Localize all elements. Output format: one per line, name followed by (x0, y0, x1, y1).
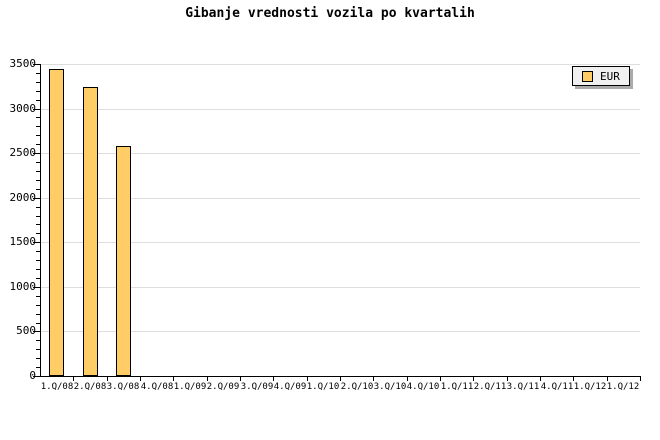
x-tick (140, 377, 141, 381)
x-tick (240, 377, 241, 381)
x-tick (207, 377, 208, 381)
x-tick-label: 3.Q/10 (373, 382, 407, 392)
x-tick-label: 1.Q/10 (306, 382, 340, 392)
y-tick-label: 500 (16, 324, 36, 338)
x-tick (440, 377, 441, 381)
x-tick-label: 3.Q/08 (106, 382, 140, 392)
y-tick-label: 2000 (9, 190, 37, 204)
x-tick (273, 377, 274, 381)
y-tick-minor (36, 162, 40, 164)
x-tick-label: 1.Q/11 (440, 382, 474, 392)
y-tick-minor (36, 269, 40, 271)
x-tick-label: 4.Q/09 (273, 382, 307, 392)
y-tick-minor (36, 188, 40, 190)
x-tick-label: 1.Q/09 (173, 382, 207, 392)
x-tick (507, 377, 508, 381)
y-tick-minor (36, 349, 40, 351)
x-tick-label: 3.Q/09 (240, 382, 274, 392)
y-tick-minor (36, 179, 40, 181)
x-tick (340, 377, 341, 381)
x-tick (373, 377, 374, 381)
x-tick-label: 4.Q/08 (140, 382, 174, 392)
y-tick-minor (36, 99, 40, 101)
y-tick-minor (36, 126, 40, 128)
y-tick-minor (36, 135, 40, 137)
y-tick-minor (36, 295, 40, 297)
x-tick (573, 377, 574, 381)
y-tick-minor (36, 358, 40, 360)
y-tick (33, 376, 40, 377)
x-tick (540, 377, 541, 381)
y-tick-minor (36, 90, 40, 92)
gridline (41, 64, 640, 65)
y-tick (33, 153, 40, 155)
y-tick-minor (36, 224, 40, 226)
gridline (41, 197, 640, 199)
x-tick-label: 4.Q/11 (540, 382, 574, 392)
y-tick-minor (36, 117, 40, 119)
y-tick-minor (36, 367, 40, 369)
y-tick (33, 286, 40, 288)
bar (83, 86, 98, 376)
y-tick-minor (36, 251, 40, 253)
y-tick-minor (36, 81, 40, 83)
x-tick (640, 377, 641, 381)
x-tick (173, 377, 174, 381)
x-tick (407, 377, 408, 381)
x-tick-label: 2.Q/08 (73, 382, 107, 392)
x-tick-label: 2.Q/11 (473, 382, 507, 392)
x-tick (473, 377, 474, 381)
bar (116, 146, 131, 376)
x-axis-line (40, 376, 641, 377)
gridline (41, 108, 640, 110)
gridline (41, 331, 640, 333)
y-tick-minor (36, 340, 40, 342)
y-tick (33, 108, 40, 110)
x-tick-label: 1.Q/12 (606, 382, 640, 392)
y-tick-minor (36, 304, 40, 306)
y-tick-label: 0 (29, 369, 36, 382)
chart-title: Gibanje vrednosti vozila po kvartalih (185, 6, 475, 21)
y-tick-label: 3000 (9, 101, 37, 115)
x-tick-label: 2.Q/10 (340, 382, 374, 392)
y-tick-minor (36, 322, 40, 324)
legend-swatch-icon (582, 70, 593, 82)
y-tick (33, 64, 40, 65)
x-tick-label: 1.Q/08 (40, 382, 74, 392)
y-tick-minor (36, 72, 40, 74)
x-tick-label: 1.Q/12 (573, 382, 607, 392)
y-tick-minor (36, 277, 40, 279)
y-tick-label: 2500 (9, 146, 37, 160)
y-tick-label: 1000 (9, 279, 37, 293)
gridline (41, 242, 640, 244)
legend-label: EUR (600, 69, 620, 83)
y-tick-label: 3500 (9, 57, 37, 70)
x-tick (107, 377, 108, 381)
y-tick (33, 242, 40, 244)
x-tick-label: 3.Q/11 (506, 382, 540, 392)
x-tick-label: 2.Q/09 (206, 382, 240, 392)
x-tick (73, 377, 74, 381)
y-tick-minor (36, 215, 40, 217)
legend: EUR (572, 66, 630, 86)
gridline (41, 153, 640, 155)
y-tick (33, 197, 40, 199)
x-tick (607, 377, 608, 381)
y-tick-minor (36, 313, 40, 315)
x-tick (307, 377, 308, 381)
y-tick-minor (36, 206, 40, 208)
x-tick-label: 4.Q/10 (406, 382, 440, 392)
y-tick (33, 331, 40, 333)
bar (49, 68, 64, 376)
y-tick-minor (36, 144, 40, 146)
y-tick-minor (36, 260, 40, 262)
y-tick-minor (36, 170, 40, 172)
y-tick-minor (36, 233, 40, 235)
y-axis-line (40, 64, 41, 377)
gridline (41, 286, 640, 288)
y-tick-label: 1500 (9, 235, 37, 249)
